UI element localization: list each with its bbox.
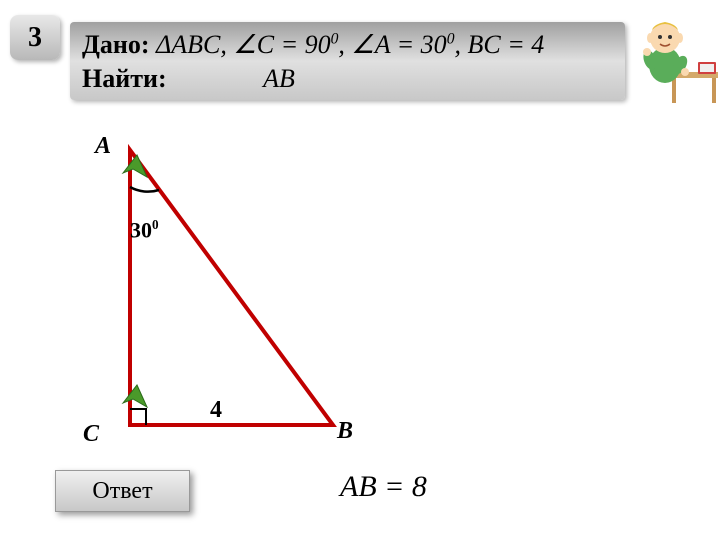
student-illustration bbox=[620, 10, 720, 110]
given-label: Дано: bbox=[82, 30, 150, 59]
answer-button[interactable]: Ответ bbox=[55, 470, 190, 512]
problem-statement-box: Дано: ΔABC, ∠C = 900, ∠A = 300, BC = 4 Н… bbox=[70, 22, 625, 100]
vertex-label-a: A bbox=[95, 133, 111, 160]
problem-number-text: 3 bbox=[28, 22, 42, 54]
vertex-label-c: C bbox=[83, 421, 99, 448]
find-line: Найти: AB bbox=[82, 62, 613, 96]
vertex-label-b: B bbox=[337, 418, 353, 445]
triangle-shape bbox=[130, 150, 333, 425]
answer-button-label: Ответ bbox=[92, 478, 152, 505]
tick-mark-c bbox=[123, 385, 147, 407]
triangle-svg bbox=[75, 125, 375, 455]
given-math: ΔABC, ∠C = 900, ∠A = 300, BC = 4 bbox=[156, 30, 544, 59]
angle-30-label: 300 bbox=[130, 217, 159, 243]
find-label: Найти: bbox=[82, 64, 167, 93]
side-4-label: 4 bbox=[210, 397, 222, 424]
problem-number-badge: 3 bbox=[10, 15, 60, 60]
right-angle-marker bbox=[130, 409, 146, 425]
student-svg bbox=[620, 10, 720, 110]
triangle-diagram: A C B 300 4 bbox=[75, 125, 375, 445]
angle-arc-a bbox=[130, 187, 159, 192]
answer-value: AB = 8 bbox=[340, 470, 427, 504]
find-math: AB bbox=[263, 62, 295, 96]
given-line: Дано: ΔABC, ∠C = 900, ∠A = 300, BC = 4 bbox=[82, 28, 613, 62]
